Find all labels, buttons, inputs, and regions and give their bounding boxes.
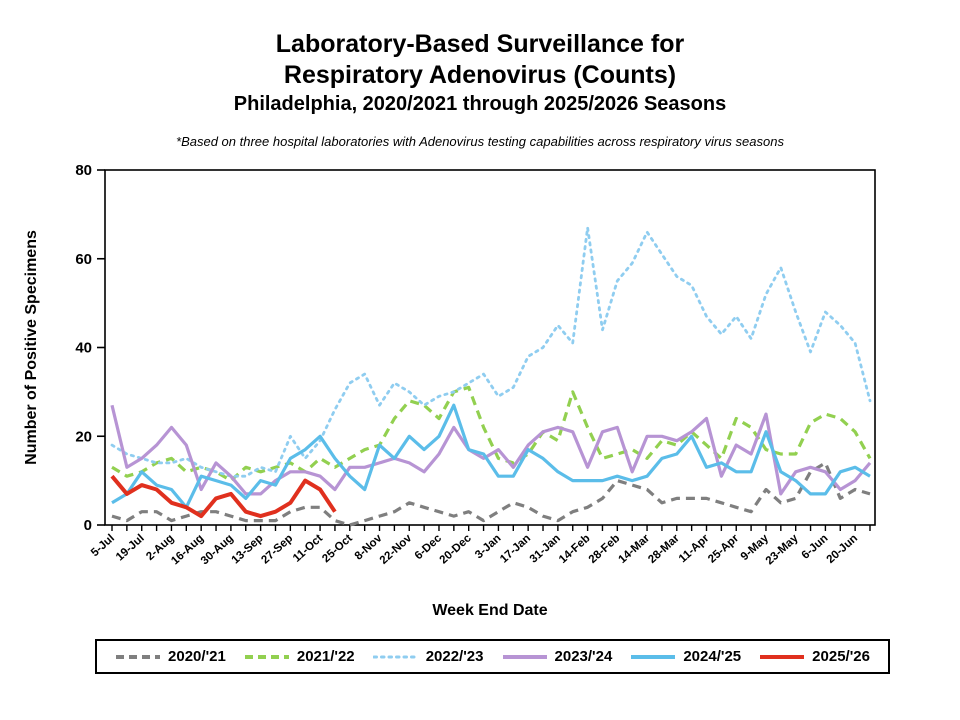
legend-line-swatch (760, 654, 805, 659)
legend-line-swatch (116, 654, 161, 659)
series-line-2024-25 (111, 403, 871, 509)
legend-label: 2025/'26 (812, 648, 870, 665)
x-tick-label: 20-Dec (438, 532, 475, 567)
legend-item-2020-21: 2020/'21 (115, 648, 226, 665)
chart-footnote: *Based on three hospital laboratories wi… (176, 134, 784, 149)
legend-label: 2023/'24 (554, 648, 613, 665)
chart-legend: 2020/'21 2021/'22 2022/'23 2023/'24 2024/'25… (95, 639, 890, 674)
x-tick-label: 28-Mar (646, 532, 682, 566)
x-tick-label: 31-Jan (528, 532, 563, 565)
series-line-2022-23 (110, 226, 872, 478)
line-chart-plot: 0204060805-Jul19-Jul2-Aug16-Aug30-Aug13-… (23, 162, 876, 619)
x-tick-label: 16-Aug (169, 532, 206, 567)
x-tick-label: 19-Jul (114, 532, 147, 563)
series-line-2020-21 (111, 461, 871, 527)
y-tick-label: 0 (84, 517, 92, 534)
legend-line-swatch (631, 654, 676, 659)
y-tick-label: 20 (75, 428, 92, 445)
legend-label: 2020/'21 (168, 648, 226, 665)
legend-label: 2021/'22 (296, 648, 355, 665)
series-line-2023-24 (110, 404, 872, 496)
x-tick-label: 11-Oct (291, 532, 325, 565)
chart-title-line1: Laboratory-Based Surveillance for (275, 30, 685, 58)
y-tick-label: 40 (75, 340, 92, 357)
legend-item-2023-24: 2023/'24 (502, 648, 613, 665)
chart-title-line2: Respiratory Adenovirus (Counts) (283, 61, 677, 89)
legend-label: 2022/'23 (425, 648, 484, 665)
legend-line-swatch (502, 654, 547, 659)
chart-subtitle: Philadelphia, 2020/2021 through 2025/202… (233, 93, 727, 115)
legend-line-swatch (372, 655, 419, 658)
series-line-2025-26 (110, 474, 337, 519)
legend-line-swatch (244, 654, 289, 659)
x-tick-label: 30-Aug (199, 532, 236, 567)
x-tick-label: 20-Jun (825, 532, 861, 566)
legend-item-2025-26: 2025/'26 (759, 648, 870, 665)
plot-border (104, 169, 876, 526)
series-line-2021-22 (111, 385, 872, 483)
y-tick-label: 80 (75, 162, 92, 179)
x-tick-label: 17-Jan (498, 532, 533, 565)
x-tick-label: 5-Jul (89, 532, 117, 559)
legend-item-2021-22: 2021/'22 (244, 648, 355, 665)
x-tick-label: 14-Mar (616, 532, 652, 566)
legend-label: 2024/'25 (683, 648, 742, 665)
x-tick-label: 23-May (764, 532, 801, 567)
legend-item-2024-25: 2024/'25 (630, 648, 741, 665)
x-tick-label: 25-Apr (706, 532, 741, 566)
y-tick-label: 60 (75, 251, 92, 268)
x-axis-title: Week End Date (432, 602, 547, 619)
x-tick-label: 22-Nov (378, 532, 415, 567)
y-axis-title: Number of Positive Specimens (23, 230, 40, 465)
x-tick-label: 28-Feb (587, 532, 623, 566)
x-tick-label: 25-Oct (320, 532, 355, 565)
x-tick-label: 27-Sep (259, 532, 295, 566)
x-tick-label: 14-Feb (557, 532, 593, 566)
x-tick-label: 13-Sep (230, 532, 266, 566)
x-tick-label: 11-Apr (677, 532, 712, 565)
legend-item-2022-23: 2022/'23 (372, 648, 484, 665)
